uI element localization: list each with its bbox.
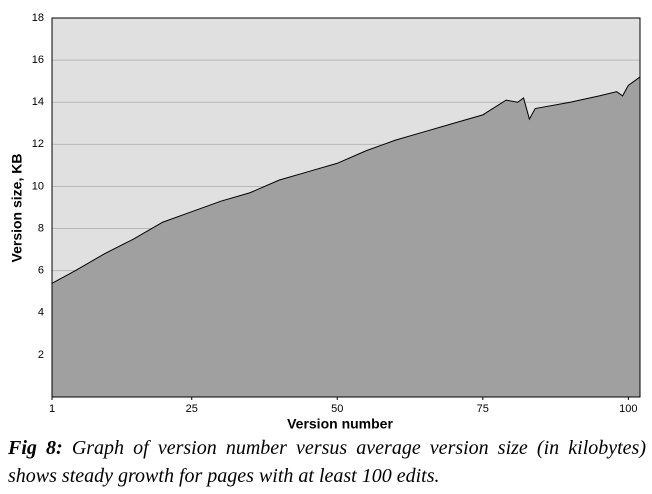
y-tick-label: 14 [32, 96, 44, 108]
x-axis-label: Version number [287, 416, 393, 432]
y-tick-label: 18 [32, 12, 44, 24]
y-tick-label: 8 [38, 222, 44, 234]
x-tick-label: 100 [619, 403, 637, 415]
caption-text: Graph of version number versus average v… [8, 437, 647, 487]
y-tick-label: 2 [38, 349, 44, 361]
x-tick-label: 1 [49, 403, 55, 415]
y-tick-label: 6 [38, 265, 44, 277]
y-tick-label: 12 [32, 138, 44, 150]
y-tick-label: 16 [32, 54, 44, 66]
chart: Version size, KB Version number 24681012… [9, 12, 641, 432]
area [52, 76, 640, 397]
line [51, 76, 641, 284]
x-tick-label: 75 [477, 403, 489, 415]
plot-frame [51, 17, 641, 398]
caption-label: Fig 8: [8, 437, 63, 459]
x-tick-label: 25 [186, 403, 198, 415]
x-tick-label: 50 [331, 403, 343, 415]
y-tick-label: 10 [32, 180, 44, 192]
caption: Fig 8: Graph of version number versus av… [8, 434, 646, 490]
y-axis-label: Version size, KB [9, 154, 25, 263]
y-tick-label: 4 [38, 307, 44, 319]
